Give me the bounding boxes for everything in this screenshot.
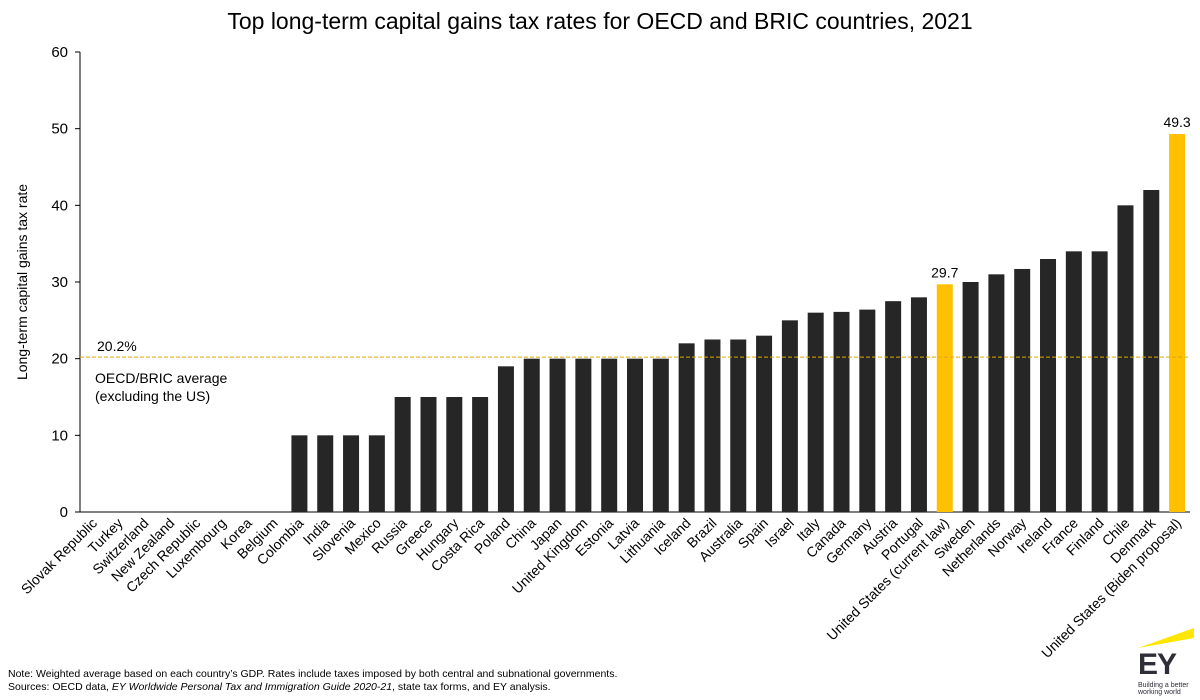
bar-ireland [1040,259,1057,512]
bar-denmark [1143,190,1160,512]
sources-prefix: Sources: OECD data, [8,681,112,693]
footnotes: Note: Weighted average based on each cou… [8,668,617,694]
data-label: 29.7 [931,264,958,280]
bar-lithuania [652,358,669,512]
ey-logo-tagline: Building a better working world [1138,682,1198,696]
bar-brazil [704,339,721,512]
bar-sweden [962,282,979,512]
y-tick-label: 50 [51,121,68,138]
data-labels: 29.7 49.3 [931,114,1191,280]
bar-greece [420,397,437,512]
y-tick-label: 40 [51,197,68,214]
chart-title: Top long-term capital gains tax rates fo… [227,8,973,34]
bar-mexico [368,435,385,512]
bar-spain [756,335,773,512]
x-tick-label: Spain [735,515,772,552]
average-value-label: 20.2% [97,338,137,354]
bar-netherlands [988,274,1005,512]
bar-finland [1091,251,1108,513]
y-tick-label: 10 [51,427,68,444]
bar-slovenia [343,435,360,512]
average-label-line2: (excluding the US) [95,388,210,404]
bar-italy [807,312,824,512]
y-axis-label: Long-term capital gains tax rate [14,184,30,380]
bar-estonia [601,358,618,512]
bar-russia [394,397,411,512]
ey-logo-beam-icon [1138,628,1194,648]
bar-canada [833,311,850,512]
ey-tagline-line2: working world [1138,689,1181,696]
bar-united-states-current-law [936,284,953,512]
bar-hungary [446,397,463,512]
bars [291,134,1186,513]
bar-japan [549,358,566,512]
y-tick-label: 30 [51,274,68,291]
bar-colombia [291,435,308,512]
footnote-note: Note: Weighted average based on each cou… [8,668,618,680]
bar-israel [781,320,798,512]
bar-france [1065,251,1082,513]
bar-germany [859,309,876,512]
bar-austria [885,301,902,512]
bar-china [523,358,540,512]
average-label-line1: OECD/BRIC average [95,370,227,386]
bar-latvia [627,358,643,512]
bar-iceland [678,343,695,512]
bar-australia [730,339,747,512]
bar-costa-rica [472,397,489,512]
y-tick-label: 20 [51,351,68,368]
bar-chart: 0 10 20 30 40 50 60 20.2% OECD/BRIC average (exc… [14,44,1191,661]
bar-india [317,435,334,512]
ey-tagline-line1: Building a better [1138,682,1189,689]
footnote-sources: Sources: OECD data, EY Worldwide Persona… [8,681,617,694]
bar-united-kingdom [575,358,592,512]
bar-poland [497,366,514,512]
sources-italic: EY Worldwide Personal Tax and Immigratio… [111,681,393,693]
bar-united-states-biden-proposal [1169,134,1186,513]
y-tick-label: 60 [51,44,68,61]
x-tick-label: Israel [761,515,797,551]
reference-line-group: 20.2% OECD/BRIC average (excluding the US) [80,338,1190,404]
bar-chile [1117,205,1134,513]
y-tick-label: 0 [60,504,68,521]
x-tick-label: Slovak Republic [18,515,100,597]
sources-suffix: , state tax forms, and EY analysis. [392,681,551,693]
data-label: 49.3 [1163,114,1190,130]
bar-norway [1014,268,1031,512]
ey-logo-letters: EY [1138,648,1177,681]
bar-portugal [910,297,927,512]
ey-logo: EY Building a better working world [1134,626,1196,698]
